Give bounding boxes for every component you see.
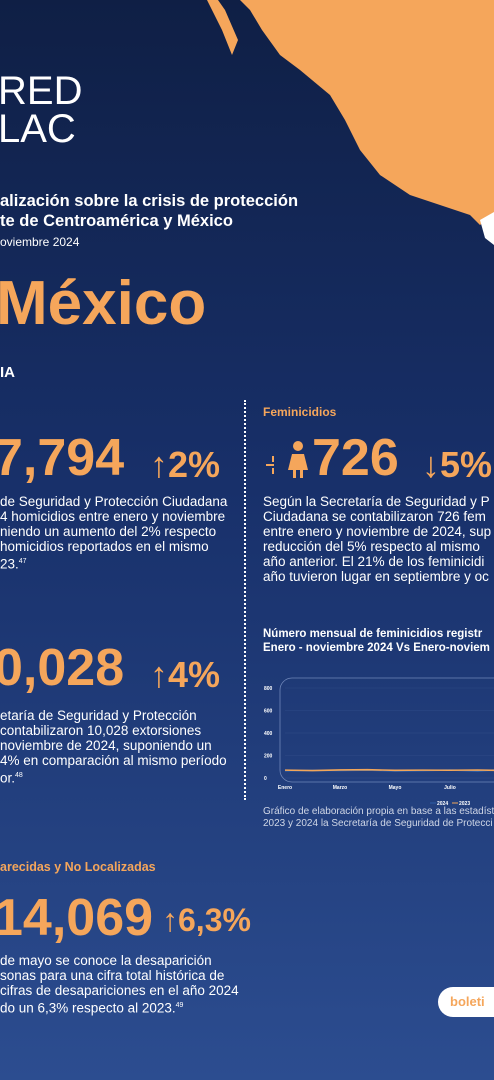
logo: RED LAC [0, 69, 83, 151]
caption-line: Gráfico de elaboración propia en base a … [263, 806, 494, 817]
legend-label: 2024 [437, 801, 448, 807]
button[interactable]: boleti [438, 987, 494, 1017]
paragraph-line: año anterior. El 21% de los feminicidi [263, 554, 485, 569]
paragraph-line: niendo un aumento del 2% respecto [0, 524, 217, 539]
paragraph-line: 23.47 [0, 556, 27, 572]
caption-line: 2023 y 2024 la Secretaría de Seguridad d… [263, 818, 493, 829]
paragraph: de mayo se conoce la desaparición sonas p… [0, 953, 239, 1016]
chart: 0 200 400 600 800 Enero Marzo Mayo Julio 2024 2023 [264, 677, 494, 807]
stat-value: 0,028 [0, 639, 125, 697]
stat-value: 14,069 [0, 889, 154, 947]
paragraph-line: noviembre de 2024, suponiendo un [0, 738, 212, 753]
paragraph-line: contabilizaron 10,028 extorsiones [0, 723, 202, 738]
y-tick-label: 200 [264, 754, 273, 760]
footnote: 47 [18, 558, 27, 565]
x-tick-label: Enero [278, 785, 292, 791]
title-line: te de Centroamérica y México [0, 212, 233, 230]
paragraph-line: año tuvieron lugar en septiembre y oc [263, 569, 489, 584]
caption: Gráfico de elaboración propia en base a … [263, 806, 494, 830]
legend-label: 2023 [459, 801, 470, 807]
footnote: 48 [15, 772, 23, 779]
stat-change: ↑6,3% [162, 902, 251, 938]
stat-value: 7,794 [0, 429, 125, 487]
x-tick-label: Julio [444, 785, 456, 791]
heading: arecidas y No Localizadas [0, 860, 156, 874]
button-label[interactable]: boleti [450, 994, 485, 1009]
paragraph-line: etaría de Seguridad y Protección [0, 708, 197, 723]
paragraph-line: cifras de desapariciones en el año 2024 [0, 983, 239, 998]
stat-change: ↑2% [150, 444, 221, 485]
y-tick-label: 400 [264, 731, 273, 737]
paragraph-line: 4% en comparación al mismo período [0, 753, 227, 768]
paragraph: Según la Secretaría de Seguridad y P Ciud… [263, 494, 491, 584]
country: México [0, 269, 207, 338]
date: oviembre 2024 [0, 235, 80, 249]
y-tick-label: 800 [264, 686, 273, 692]
y-tick-label: 0 [264, 776, 267, 782]
icon [266, 441, 308, 478]
paragraph-line: de Seguridad y Protección Ciudadana [0, 494, 228, 509]
paragraph-line: Según la Secretaría de Seguridad y P [263, 494, 490, 509]
y-tick-label: 600 [264, 709, 273, 715]
heading: Feminicidios [263, 405, 337, 419]
x-tick-label: Marzo [333, 785, 347, 791]
paragraph-line: 4 homicidios entre enero y noviembre [0, 509, 226, 524]
x-tick-label: Mayo [389, 785, 402, 791]
footnote: 49 [175, 1002, 184, 1009]
title: alización sobre la crisis de protección t… [0, 191, 298, 231]
paragraph-line: do un 6,3% respecto al 2023.49 [0, 1000, 184, 1016]
plot-frame [279, 677, 494, 783]
section: IA [0, 364, 15, 381]
stat-change: ↑4% [150, 654, 221, 695]
map [207, 0, 494, 245]
paragraph-line: or.48 [0, 770, 23, 786]
stat-change: ↓5% [422, 444, 493, 485]
paragraph-line: reducción del 5% respecto al mismo [263, 539, 480, 554]
chart-title-line: Número mensual de feminicidios registr [263, 628, 483, 640]
paragraph-line: Ciudadana se contabilizaron 726 fem [263, 509, 486, 524]
title-line: alización sobre la crisis de protección [0, 192, 299, 210]
stat-value: 726 [312, 429, 399, 487]
paragraph: etaría de Seguridad y Protección contabil… [0, 708, 227, 786]
paragraph-line: sonas para una cifra total histórica de [0, 968, 225, 983]
chart-title-line: Enero - noviembre 2024 Vs Enero-noviem [263, 642, 490, 654]
line-series [284, 768, 494, 772]
paragraph-line: entre enero y noviembre de 2024, sup [263, 524, 492, 539]
paragraph-line: de mayo se conoce la desaparición [0, 953, 212, 968]
chart-title: Número mensual de feminicidios registr En… [263, 627, 490, 655]
paragraph-line: homicidios reportados en el mismo [0, 539, 209, 554]
divider [244, 400, 246, 800]
logo-text: RED [0, 69, 83, 113]
logo-text: LAC [0, 107, 76, 151]
paragraph: de Seguridad y Protección Ciudadana 4 hom… [0, 494, 227, 572]
